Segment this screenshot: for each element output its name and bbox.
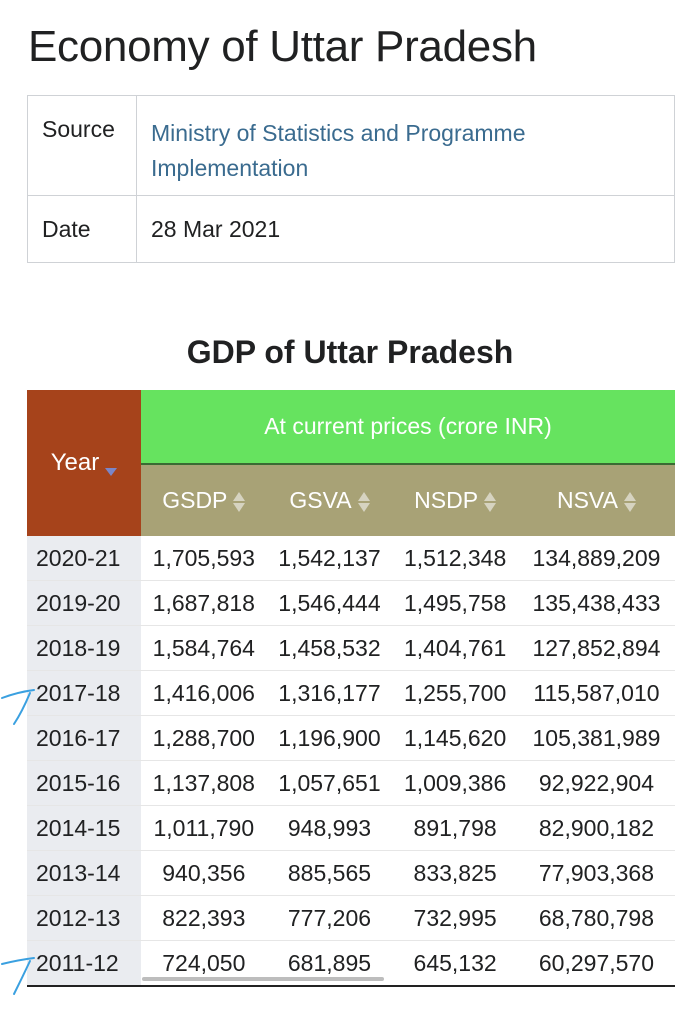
- nsdp-cell: 645,132: [392, 940, 518, 987]
- gsdp-cell: 1,288,700: [141, 715, 267, 761]
- gsva-cell: 1,546,444: [266, 580, 393, 626]
- year-cell: 2015-16: [27, 760, 141, 806]
- hand-drawn-arrow-icon: [1, 957, 35, 995]
- sort-both-icon[interactable]: [484, 491, 497, 513]
- year-column-header[interactable]: Year: [27, 390, 141, 536]
- year-cell: 2020-21: [27, 536, 141, 581]
- gsdp-cell: 1,011,790: [141, 805, 267, 851]
- nsdp-cell: 1,512,348: [392, 536, 518, 581]
- page-title: Economy of Uttar Pradesh: [28, 22, 537, 71]
- year-header-label: Year: [50, 449, 100, 476]
- year-cell: 2018-19: [27, 625, 141, 671]
- nsva-cell: 105,381,989: [517, 715, 675, 761]
- nsva-cell: 60,297,570: [517, 940, 675, 987]
- gsva-cell: 1,458,532: [266, 625, 393, 671]
- gsdp-cell: 1,687,818: [141, 580, 267, 626]
- gsdp-cell: 1,584,764: [141, 625, 267, 671]
- nsva-cell: 92,922,904: [517, 760, 675, 806]
- table-row: 2017-18 1,416,006 1,316,177 1,255,700 11…: [27, 670, 675, 716]
- nsdp-cell: 1,255,700: [392, 670, 518, 716]
- gsdp-cell: 822,393: [141, 895, 267, 941]
- nsdp-cell: 1,404,761: [392, 625, 518, 671]
- table-caption: GDP of Uttar Pradesh: [186, 334, 514, 370]
- nsdp-cell: 732,995: [392, 895, 518, 941]
- date-label: Date: [27, 195, 137, 263]
- year-cell: 2011-12: [27, 940, 141, 987]
- nsdp-cell: 1,495,758: [392, 580, 518, 626]
- table-row: 2013-14 940,356 885,565 833,825 77,903,3…: [27, 850, 675, 896]
- nsva-column-header[interactable]: NSVA: [517, 464, 675, 536]
- nsva-cell: 68,780,798: [517, 895, 675, 941]
- nsdp-cell: 1,009,386: [392, 760, 518, 806]
- gsva-cell: 1,316,177: [266, 670, 393, 716]
- gsva-cell: 1,057,651: [266, 760, 393, 806]
- nsdp-cell: 1,145,620: [392, 715, 518, 761]
- gsva-cell: 1,542,137: [266, 536, 393, 581]
- gsdp-cell: 1,416,006: [141, 670, 267, 716]
- nsdp-cell: 833,825: [392, 850, 518, 896]
- year-cell: 2019-20: [27, 580, 141, 626]
- current-prices-group-header: At current prices (crore INR): [141, 390, 675, 465]
- hand-drawn-arrow-icon: [1, 689, 35, 725]
- table-row: 2020-21 1,705,593 1,542,137 1,512,348 13…: [27, 536, 675, 581]
- table-row: 2012-13 822,393 777,206 732,995 68,780,7…: [27, 895, 675, 941]
- sort-both-icon[interactable]: [233, 491, 246, 513]
- gsva-cell: 777,206: [266, 895, 393, 941]
- date-value: 28 Mar 2021: [136, 195, 675, 263]
- table-row: 2015-16 1,137,808 1,057,651 1,009,386 92…: [27, 760, 675, 806]
- year-cell: 2014-15: [27, 805, 141, 851]
- gsva-cell: 1,196,900: [266, 715, 393, 761]
- column-header-label: NSDP: [414, 487, 479, 513]
- nsva-cell: 115,587,010: [517, 670, 675, 716]
- source-link[interactable]: Ministry of Statistics and Programme Imp…: [151, 120, 526, 181]
- sort-both-icon[interactable]: [623, 491, 636, 513]
- source-label: Source: [27, 95, 137, 196]
- gsva-cell: 948,993: [266, 805, 393, 851]
- nsdp-column-header[interactable]: NSDP: [392, 464, 518, 536]
- nsva-cell: 127,852,894: [517, 625, 675, 671]
- nsdp-cell: 891,798: [392, 805, 518, 851]
- nsva-cell: 82,900,182: [517, 805, 675, 851]
- nsva-cell: 77,903,368: [517, 850, 675, 896]
- column-header-label: GSVA: [289, 487, 352, 513]
- gdp-table: Year At current prices (crore INR) GSDP …: [27, 390, 675, 987]
- nsva-cell: 134,889,209: [517, 536, 675, 581]
- gsva-cell: 885,565: [266, 850, 393, 896]
- gsdp-cell: 1,137,808: [141, 760, 267, 806]
- table-row: 2014-15 1,011,790 948,993 891,798 82,900…: [27, 805, 675, 851]
- year-cell: 2012-13: [27, 895, 141, 941]
- column-header-label: NSVA: [556, 487, 618, 513]
- nsva-cell: 135,438,433: [517, 580, 675, 626]
- table-row: 2018-19 1,584,764 1,458,532 1,404,761 12…: [27, 625, 675, 671]
- gsdp-cell: 1,705,593: [141, 536, 267, 581]
- sort-both-icon[interactable]: [357, 491, 370, 513]
- year-cell: 2016-17: [27, 715, 141, 761]
- info-row-source: Source Ministry of Statistics and Progra…: [27, 95, 675, 196]
- table-row: 2016-17 1,288,700 1,196,900 1,145,620 10…: [27, 715, 675, 761]
- sort-descending-icon[interactable]: [105, 468, 118, 476]
- gsdp-column-header[interactable]: GSDP: [141, 464, 267, 536]
- column-header-label: GSDP: [162, 487, 228, 513]
- gsva-column-header[interactable]: GSVA: [266, 464, 393, 536]
- source-value-cell: Ministry of Statistics and Programme Imp…: [136, 95, 675, 196]
- table-row: 2019-20 1,687,818 1,546,444 1,495,758 13…: [27, 580, 675, 626]
- horizontal-scrollbar[interactable]: [142, 977, 384, 981]
- source-info-box: Source Ministry of Statistics and Progra…: [27, 95, 675, 263]
- gsdp-cell: 940,356: [141, 850, 267, 896]
- year-cell: 2017-18: [27, 670, 141, 716]
- year-cell: 2013-14: [27, 850, 141, 896]
- info-row-date: Date 28 Mar 2021: [27, 195, 675, 263]
